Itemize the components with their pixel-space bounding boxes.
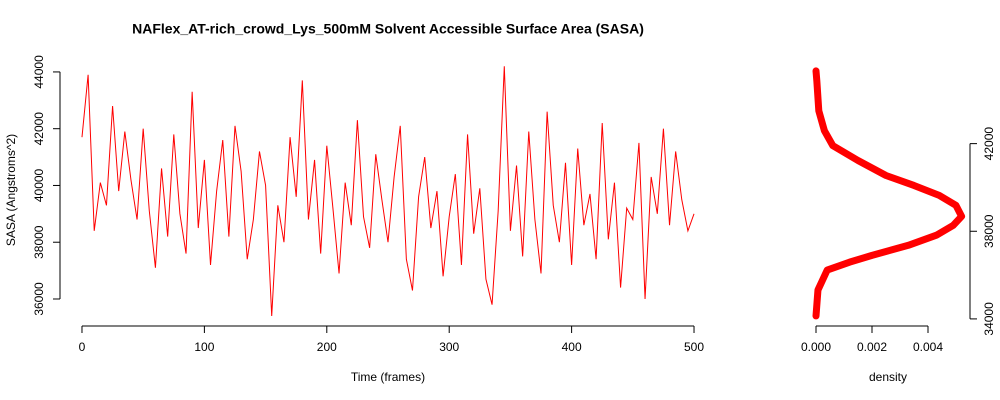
y-tick-label: 38000	[982, 214, 996, 248]
density-curve	[812, 67, 966, 320]
y-tick-label: 38000	[32, 225, 46, 259]
y-tick-label: 36000	[32, 282, 46, 316]
x-tick-label: 300	[439, 340, 459, 354]
x-axis-label: Time (frames)	[351, 370, 425, 384]
x-axis-label: density	[869, 370, 907, 384]
x-tick-label: 200	[317, 340, 337, 354]
data-line	[81, 66, 695, 317]
y-tick-label: 42000	[32, 112, 46, 146]
x-tick-label: 0.000	[801, 340, 831, 354]
y-axis-label: SASA (Angstroms^2)	[4, 134, 18, 246]
x-tick-label: 500	[684, 340, 704, 354]
x-tick-label: 0.002	[857, 340, 887, 354]
x-tick-label: 100	[194, 340, 214, 354]
x-tick-label: 0.004	[913, 340, 943, 354]
x-tick-label: 400	[562, 340, 582, 354]
y-tick-label: 40000	[32, 168, 46, 202]
y-tick-label: 44000	[32, 55, 46, 89]
y-tick-label: 34000	[982, 302, 996, 336]
chart-title: NAFlex_AT-rich_crowd_Lys_500mM Solvent A…	[132, 21, 644, 37]
y-tick-label: 42000	[982, 127, 996, 161]
x-tick-label: 0	[79, 340, 86, 354]
